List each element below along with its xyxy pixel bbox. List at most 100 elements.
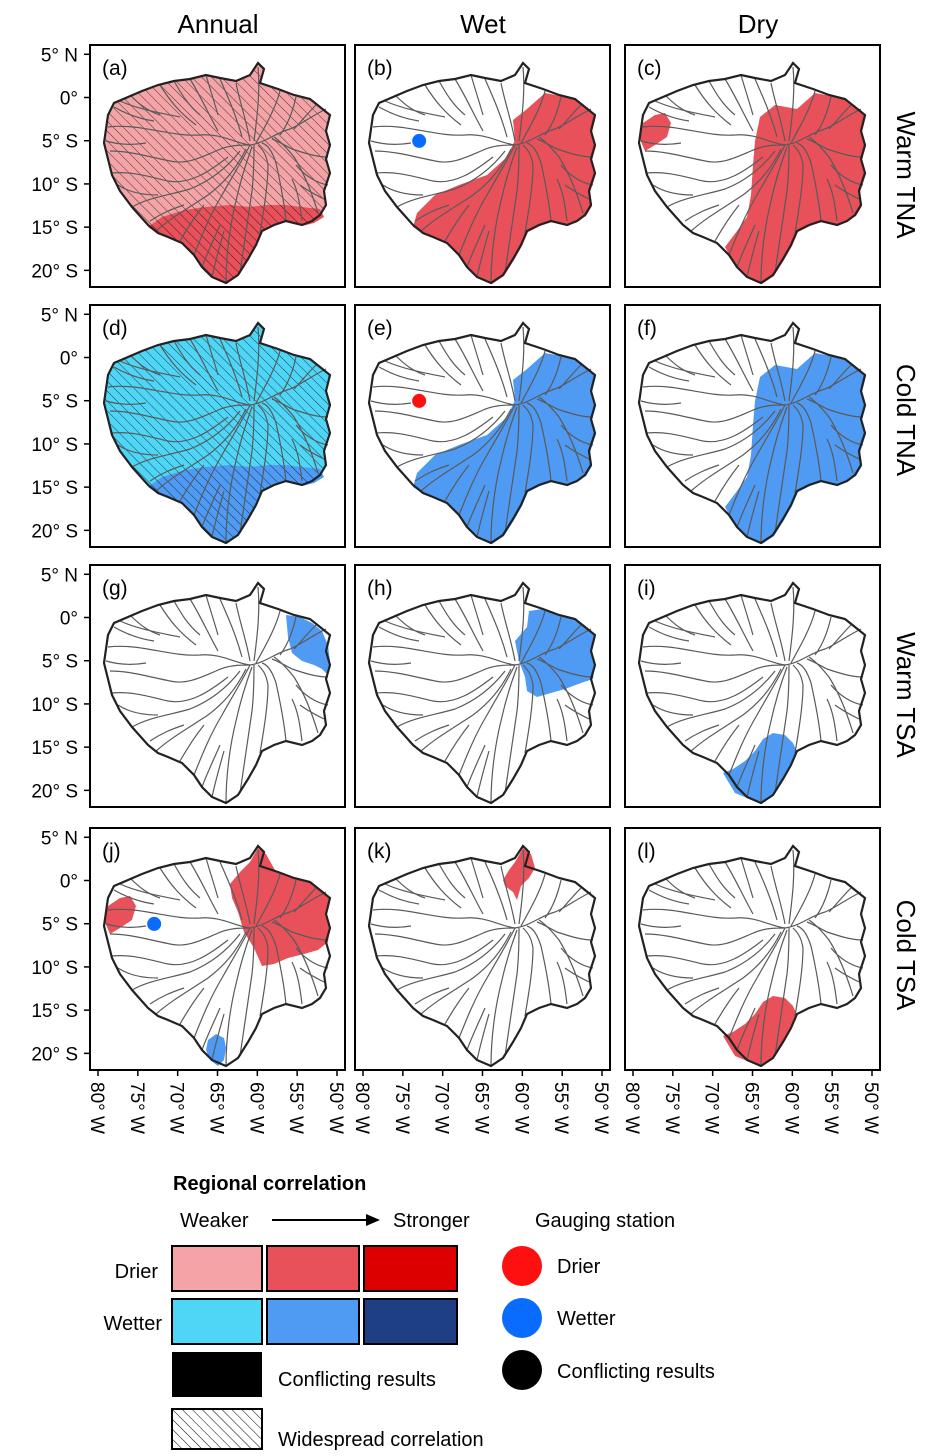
river: [746, 750, 760, 798]
river: [536, 658, 594, 678]
legend-row-drier: Drier: [115, 1261, 159, 1283]
axes-layer: 5° N 0° 5° S 10° S 15° S 20° S 5° N 0° 5° S 10° S…: [31, 45, 881, 1134]
river: [484, 78, 508, 138]
river: [420, 408, 512, 492]
river: [279, 879, 297, 919]
panel-a: (a): [89, 44, 346, 288]
river: [424, 344, 462, 386]
river: [295, 947, 329, 969]
river: [646, 416, 764, 443]
river: [271, 658, 329, 678]
river-network: [105, 326, 329, 544]
river: [424, 84, 462, 126]
river: [828, 624, 852, 650]
river: [754, 861, 778, 921]
river: [253, 849, 260, 925]
river: [796, 142, 822, 222]
river: [239, 144, 255, 274]
river: [834, 184, 860, 200]
river: [724, 78, 754, 132]
river: [796, 662, 822, 742]
river: [396, 933, 506, 991]
river: [646, 156, 764, 183]
river: [201, 1007, 221, 1051]
legend: Regional correlation Weaker Stronger Gau…: [103, 1173, 714, 1451]
river: [640, 923, 682, 928]
river: [796, 925, 822, 1005]
river: [476, 750, 490, 798]
river: [504, 404, 520, 534]
river: [466, 224, 486, 268]
river: [420, 148, 512, 232]
river: [828, 887, 852, 913]
river: [109, 927, 251, 946]
river: [728, 144, 786, 256]
lat-tick-label: 20° S: [31, 1044, 78, 1065]
river: [490, 146, 518, 284]
river: [724, 861, 754, 915]
river: [414, 464, 450, 482]
river: [664, 614, 696, 636]
panel-h: (h): [354, 564, 611, 808]
legend-arrowhead: [366, 1214, 380, 1226]
river: [770, 82, 786, 142]
panel-label: (l): [637, 840, 656, 863]
river: [760, 929, 788, 1067]
river: [370, 140, 412, 145]
river: [295, 424, 329, 446]
lon-tick-label: 75° W: [391, 1082, 412, 1134]
legend-conflicting: Conflicting results: [278, 1369, 436, 1391]
river: [814, 616, 832, 656]
river: [644, 927, 786, 946]
river: [770, 602, 786, 662]
river: [458, 144, 516, 256]
river: [830, 164, 864, 186]
river: [708, 80, 736, 116]
panel-b: (b): [354, 44, 611, 288]
river: [830, 947, 864, 969]
lon-tick-label: 75° W: [126, 1082, 147, 1134]
river: [648, 106, 690, 122]
river: [271, 138, 329, 158]
river: [235, 82, 251, 142]
river: [117, 184, 159, 196]
river: [520, 90, 546, 144]
river: [774, 404, 790, 534]
gauging-station-marker: [412, 133, 427, 148]
region-wetter_mid: [725, 353, 866, 544]
river: [746, 490, 760, 538]
river: [564, 184, 590, 200]
river: [113, 366, 155, 382]
river: [189, 861, 219, 915]
river: [173, 863, 201, 899]
river: [444, 987, 470, 1025]
swatch-drier-mid: [266, 1245, 360, 1292]
river: [291, 438, 303, 482]
river: [173, 80, 201, 116]
river: [708, 340, 736, 376]
panel-label: (g): [102, 577, 128, 600]
river: [774, 144, 790, 274]
river: [792, 664, 804, 754]
region-drier_mid: [104, 896, 136, 934]
lat-tick-label: 0°: [60, 609, 78, 630]
river: [664, 877, 696, 899]
river: [173, 340, 201, 376]
river: [131, 410, 241, 468]
river: [564, 444, 590, 460]
river: [129, 354, 161, 376]
lat-tick-label: 5° S: [42, 132, 78, 153]
river: [219, 78, 243, 138]
river: [806, 921, 864, 941]
river: [458, 404, 516, 516]
river: [376, 416, 494, 443]
river: [239, 664, 255, 794]
river: [279, 356, 297, 396]
river: [424, 604, 462, 646]
lon-tick-label: 65° W: [471, 1082, 492, 1134]
river: [257, 927, 269, 1017]
river: [438, 863, 466, 899]
river: [299, 967, 325, 983]
river: [211, 230, 225, 278]
river: [193, 144, 251, 256]
